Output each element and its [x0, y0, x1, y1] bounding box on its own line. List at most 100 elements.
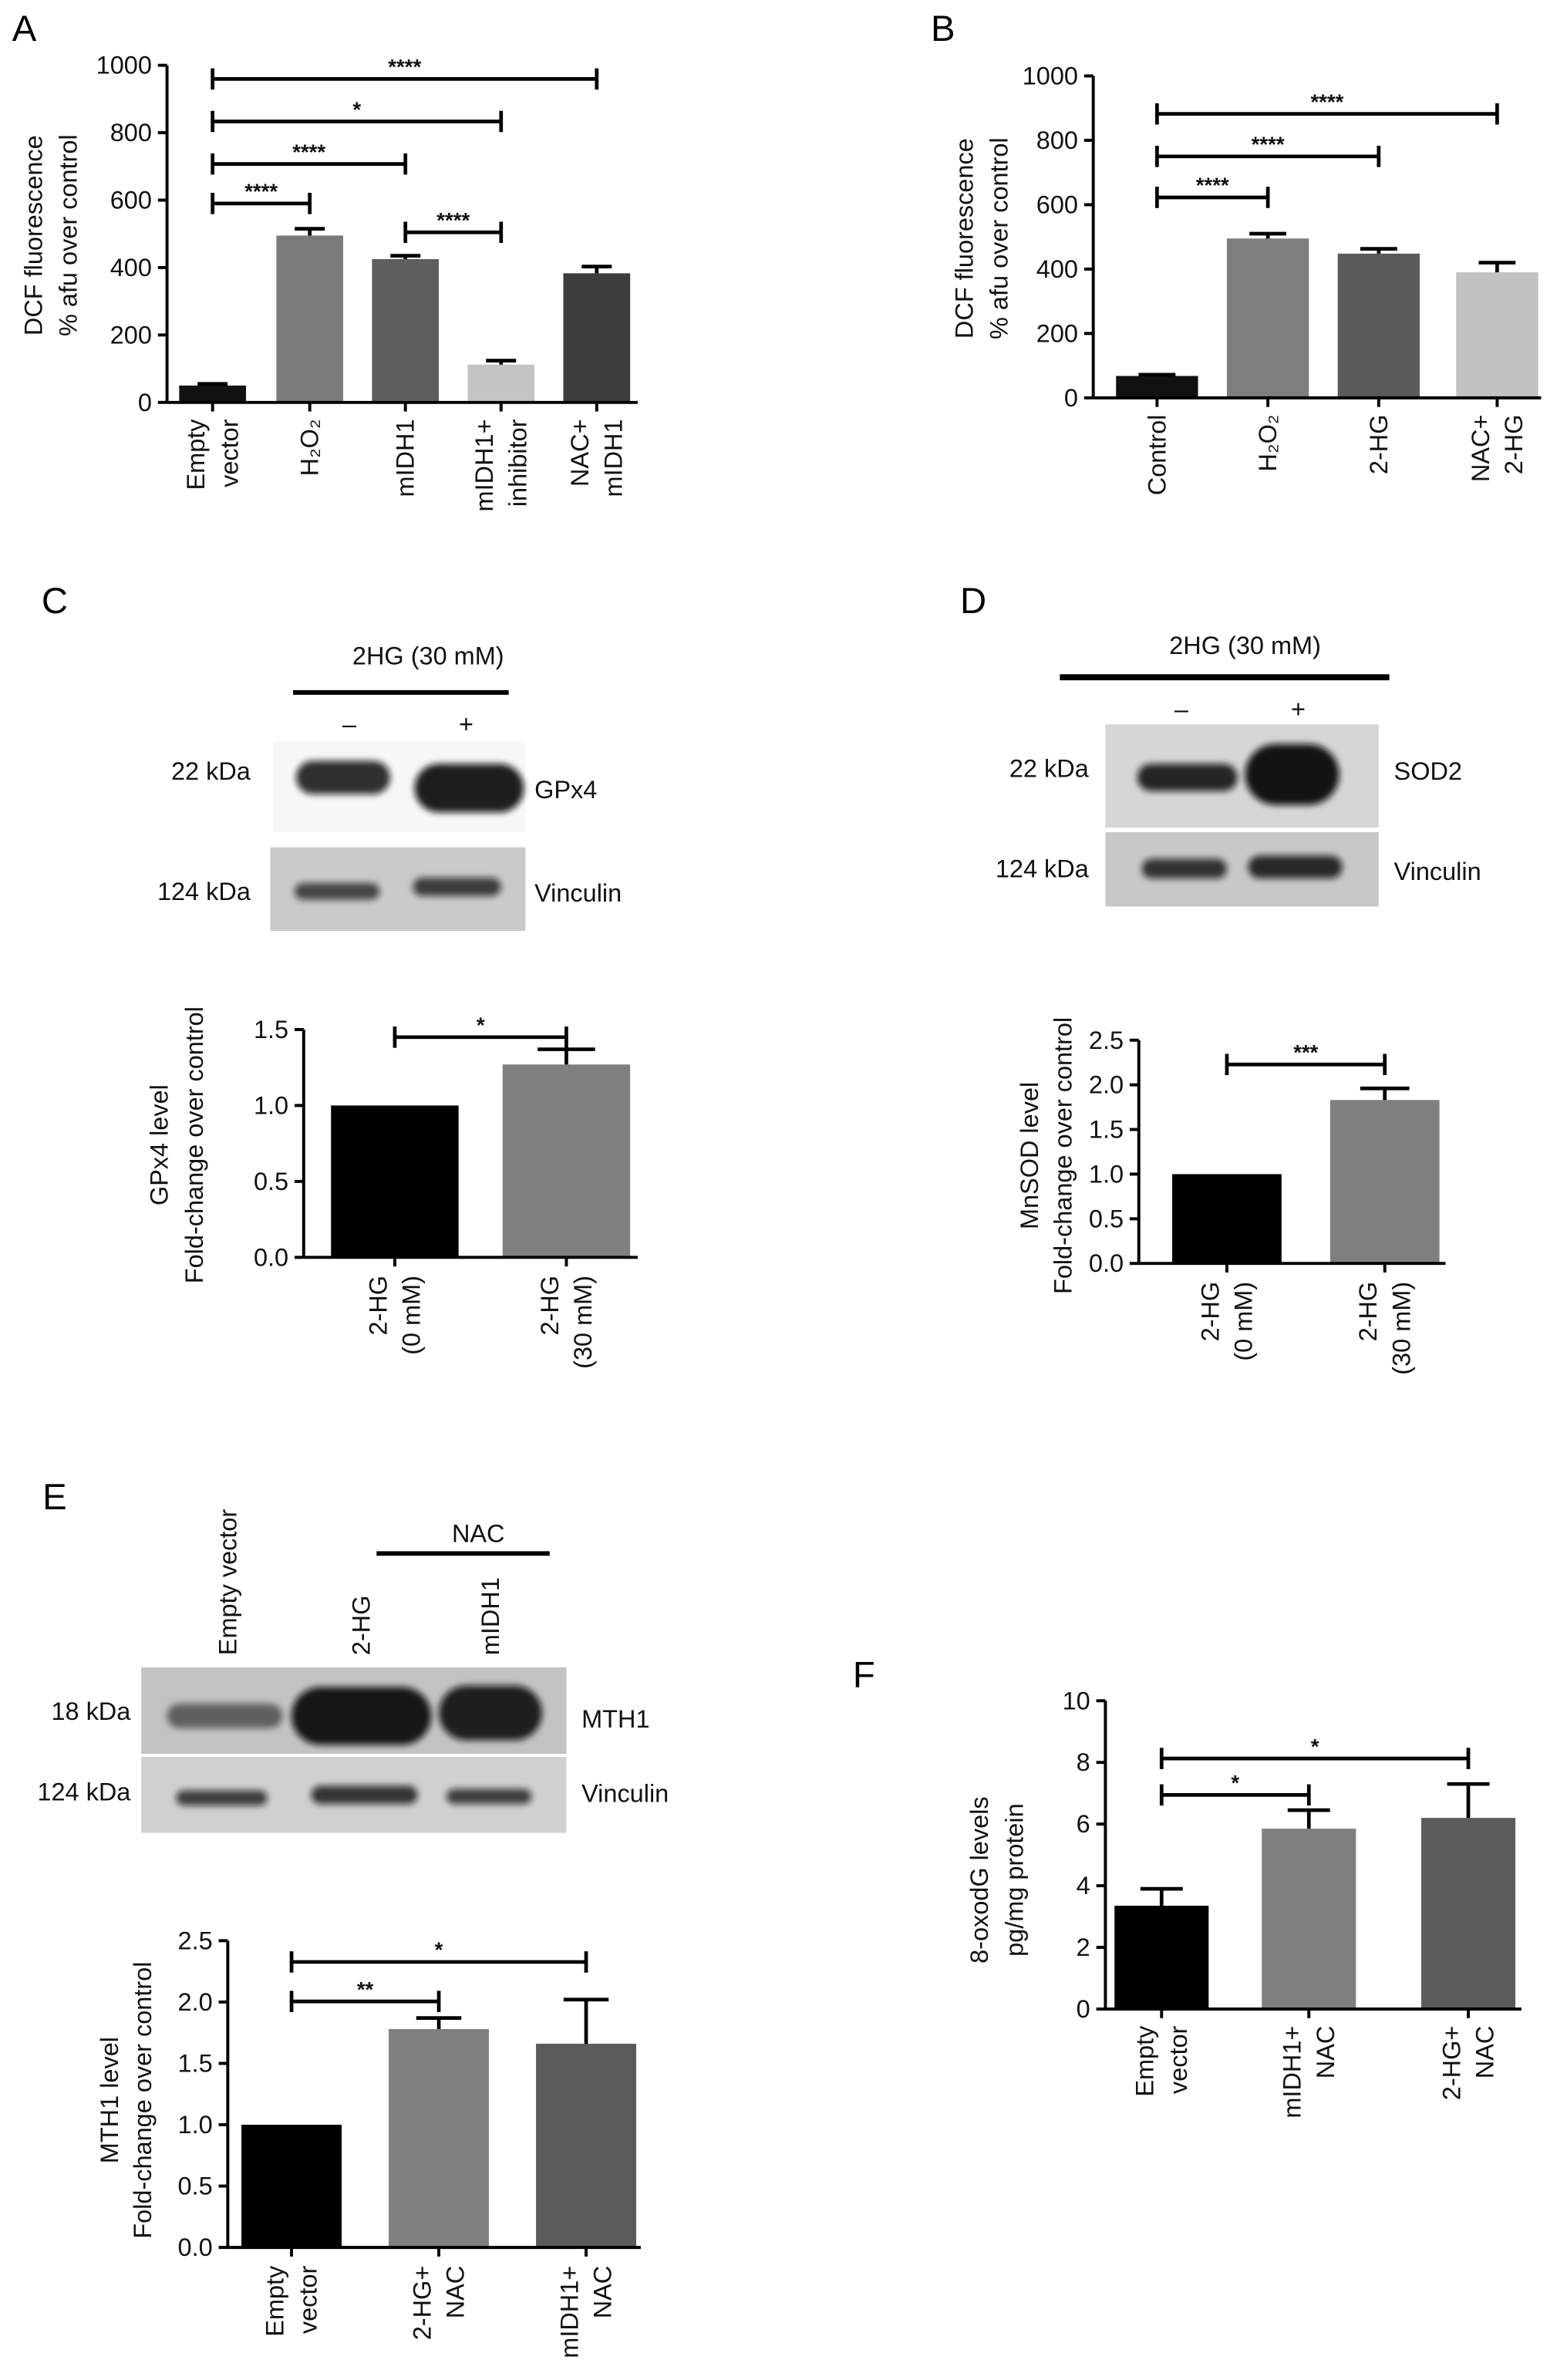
x-tick-label: Empty: [261, 2265, 288, 2337]
lane-label: Empty vector: [214, 1509, 241, 1656]
lane-label: –: [1174, 696, 1189, 723]
blot-band: [291, 1687, 432, 1745]
x-tick-label: 2-HG: [1196, 1282, 1224, 1342]
significance-bracket: [1155, 187, 1270, 208]
bar: [1116, 376, 1198, 398]
x-tick-label: (0 mM): [1230, 1282, 1258, 1361]
panel-d-chart: D 0.0 0.5 1.0 1.5 2.0 2.5 MnSOD level Fold-chang…: [960, 581, 1446, 1375]
protein-label: Vinculin: [1394, 858, 1481, 885]
x-tick-label: 2-HG: [364, 1276, 392, 1336]
y-tick-label: 800: [1036, 126, 1078, 154]
x-tick-label: inhibitor: [504, 419, 531, 507]
significance-label: **: [357, 1977, 374, 2001]
significance-label: ****: [1310, 89, 1343, 113]
y-tick-label: 1.0: [1089, 1160, 1124, 1188]
molecular-weight-label: 124 kDa: [37, 1778, 131, 1805]
x-tick-label: NAC: [589, 2266, 617, 2319]
y-tick-label: 200: [1036, 319, 1078, 347]
bar: [1226, 238, 1309, 398]
y-axis-label: MTH1 level: [96, 2037, 123, 2163]
y-tick-label: 0.0: [1089, 1249, 1124, 1277]
protein-label: Vinculin: [534, 879, 622, 907]
significance-label: *: [1311, 1734, 1319, 1758]
panel-f-chart: F 0 2 4 6 8 10 8-oxodG levels pg/mg protein Empty…: [853, 1654, 1522, 2119]
protein-label: Vinculin: [581, 1779, 669, 1807]
bar: [389, 2028, 490, 2248]
x-tick-label: 2-HG+: [1437, 2026, 1465, 2101]
x-tick-label: NAC+: [1467, 415, 1495, 483]
bar: [1172, 1174, 1282, 1264]
panel-label: D: [960, 581, 986, 622]
blot-band: [311, 1785, 418, 1805]
bar: [1329, 1100, 1440, 1264]
x-tick-label: vector: [1164, 2025, 1192, 2094]
panel-e-blot: NAC Empty vector 2-HG mIDH1 18 kDa MTH1 124 kD…: [37, 1509, 669, 1833]
blot-band: [439, 1685, 542, 1741]
y-tick-label: 2.0: [1089, 1071, 1124, 1099]
blot-band: [167, 1704, 283, 1728]
significance-label: ****: [244, 180, 278, 204]
bar: [241, 2125, 342, 2248]
y-tick-label: 2: [1077, 1933, 1090, 1961]
x-tick-label: mIDH1+: [555, 2266, 583, 2358]
significance-label: ****: [292, 140, 325, 163]
panel-label: A: [12, 8, 37, 49]
blot-band: [1245, 743, 1340, 805]
y-tick-label: 400: [1036, 255, 1078, 283]
blot-band: [446, 1788, 532, 1805]
significance-label: *: [477, 1013, 485, 1037]
blot-band: [413, 878, 501, 896]
molecular-weight-label: 22 kDa: [1009, 754, 1090, 782]
molecular-weight-label: 124 kDa: [996, 855, 1090, 882]
x-tick-label: NAC: [1312, 2026, 1340, 2079]
protein-label: MTH1: [581, 1705, 649, 1733]
significance-bracket: [1159, 1748, 1471, 1769]
x-tick-label: NAC: [442, 2266, 470, 2319]
panel-label: F: [853, 1654, 875, 1695]
molecular-weight-label: 18 kDa: [51, 1697, 131, 1725]
y-tick-label: 0: [138, 389, 152, 416]
blot-band: [414, 764, 524, 813]
y-tick-label: 1000: [96, 52, 152, 79]
bar: [276, 235, 343, 403]
y-tick-label: 2.5: [178, 1927, 213, 1954]
molecular-weight-label: 22 kDa: [171, 757, 251, 785]
y-tick-label: 1000: [1023, 62, 1078, 89]
x-tick-label: (30 mM): [569, 1276, 597, 1369]
protein-label: GPx4: [534, 776, 597, 804]
significance-bracket: [211, 110, 504, 133]
y-axis-label: Fold-change over control: [129, 1962, 157, 2239]
bar: [563, 273, 631, 403]
protein-label: SOD2: [1394, 757, 1462, 785]
y-axis-label: GPx4 level: [146, 1084, 174, 1205]
bar: [1337, 253, 1420, 398]
x-tick-label: mIDH1: [392, 419, 420, 497]
y-tick-label: 1.5: [254, 1016, 288, 1043]
y-tick-label: 1.5: [1089, 1116, 1124, 1144]
bar: [502, 1064, 631, 1258]
panel-e-chart: E 0.0 0.5 1.0 1.5 2.0 2.5 MTH1 level Fold-change…: [42, 1477, 641, 2358]
x-tick-label: 2-HG+: [408, 2266, 436, 2341]
significance-bracket: [211, 68, 599, 90]
x-tick-label: (30 mM): [1387, 1282, 1415, 1375]
lane-label: +: [1291, 696, 1306, 723]
y-tick-label: 1.0: [254, 1091, 288, 1119]
significance-bracket: [289, 1991, 441, 2012]
x-tick-label: H₂O₂: [296, 419, 324, 476]
y-tick-label: 0.5: [1089, 1205, 1124, 1232]
panel-label: B: [931, 8, 955, 49]
blot-band: [1141, 858, 1227, 879]
y-tick-label: 600: [110, 187, 152, 214]
y-tick-label: 10: [1063, 1687, 1090, 1714]
significance-label: *: [1231, 1771, 1239, 1795]
significance-bracket: [393, 1027, 568, 1048]
panel-label: E: [42, 1477, 67, 1518]
x-tick-label: 2-HG: [536, 1276, 564, 1336]
lane-label: –: [342, 710, 357, 738]
y-tick-label: 0.0: [178, 2233, 213, 2261]
x-tick-label: 2-HG: [1500, 415, 1528, 475]
x-tick-label: Empty: [1131, 2025, 1159, 2097]
bar: [1114, 1906, 1209, 2009]
blot-band: [1137, 764, 1238, 791]
